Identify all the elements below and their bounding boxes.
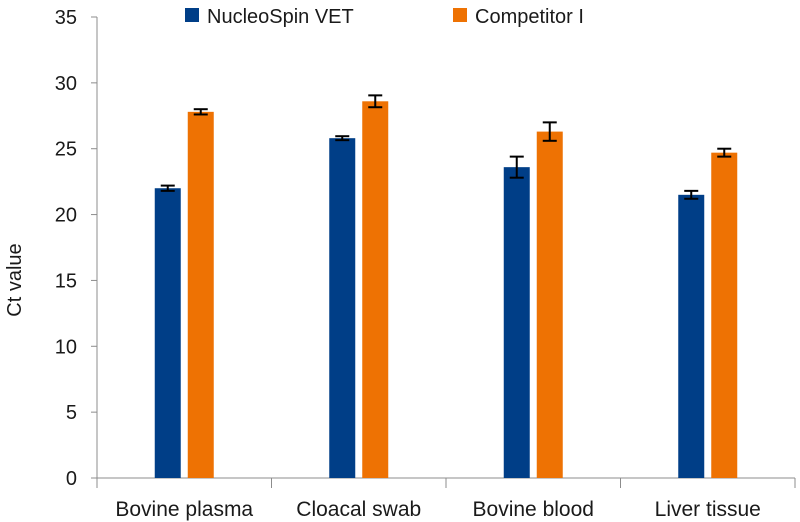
legend-label: NucleoSpin VET [207, 6, 354, 28]
bar-competitor-i-cloacal-swab [362, 101, 389, 478]
bar-competitor-i-bovine-blood [536, 131, 563, 478]
category-label: Bovine blood [473, 498, 594, 521]
legend-swatch [453, 8, 467, 22]
y-tick-label: 5 [66, 402, 77, 424]
bar-competitor-i-bovine-plasma [187, 111, 214, 478]
legend-label: Competitor I [475, 6, 584, 28]
y-tick-label: 35 [55, 7, 77, 29]
y-tick-label: 15 [55, 270, 77, 292]
bar-nucleospin-vet-bovine-plasma [154, 188, 181, 478]
bar-nucleospin-vet-liver-tissue [678, 194, 705, 479]
bar-competitor-i-liver-tissue [711, 152, 738, 478]
y-tick-labels: 0 5 10 15 20 25 30 35 [55, 7, 77, 490]
chart-bars [154, 101, 738, 479]
y-tick-label: 20 [55, 205, 77, 227]
bar-nucleospin-vet-bovine-blood [503, 167, 530, 478]
y-tick-label: 25 [55, 139, 77, 161]
legend: NucleoSpin VET Competitor I [185, 6, 584, 28]
category-labels: Bovine plasma Cloacal swab Bovine blood Liv… [115, 498, 760, 521]
y-axis-title: Ct value [4, 243, 26, 316]
y-tick-label: 30 [55, 73, 77, 95]
chart-error-bars [160, 94, 732, 200]
category-label: Bovine plasma [115, 498, 253, 521]
y-tick-label: 10 [55, 336, 77, 358]
category-label: Cloacal swab [296, 498, 421, 521]
y-tick-label: 0 [66, 468, 77, 490]
category-label: Liver tissue [655, 498, 761, 521]
legend-swatch [185, 8, 199, 22]
bar-nucleospin-vet-cloacal-swab [329, 138, 356, 479]
